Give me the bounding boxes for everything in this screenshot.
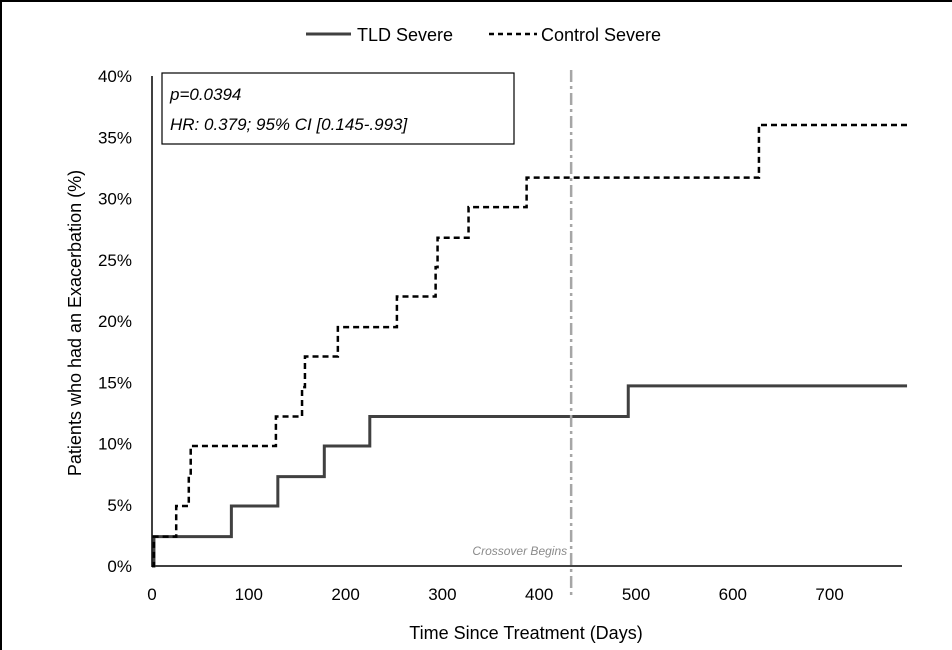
- axes: [151, 76, 902, 567]
- tick-labels: 0% 5% 10% 15% 20% 25% 30% 35% 40% 0 100 200 300 400 50…: [98, 67, 844, 604]
- stats-box-border: [161, 72, 515, 145]
- legend: TLD Severe Control Severe: [306, 25, 661, 45]
- x-tick-label: 400: [525, 585, 553, 604]
- x-tick-label: 300: [428, 585, 456, 604]
- x-axis-title: Time Since Treatment (Days): [409, 623, 642, 643]
- series-lines: [152, 123, 908, 568]
- crossover-marker: Crossover Begins: [472, 70, 573, 598]
- y-tick-label: 40%: [98, 67, 132, 86]
- y-tick-label: 15%: [98, 373, 132, 392]
- series-line-tld-severe: [152, 384, 908, 568]
- stats-box: p=0.0394 HR: 0.379; 95% CI [0.145-.993]: [161, 72, 515, 145]
- y-tick-label: 25%: [98, 251, 132, 270]
- y-tick-label: 35%: [98, 128, 132, 147]
- y-tick-label: 20%: [98, 312, 132, 331]
- series-line-control-severe: [152, 123, 908, 568]
- legend-label-control: Control Severe: [541, 25, 661, 45]
- hazard-ratio-text: HR: 0.379; 95% CI [0.145-.993]: [170, 115, 408, 134]
- y-axis-title: Patients who had an Exacerbation (%): [65, 170, 85, 476]
- x-tick-label: 200: [331, 585, 359, 604]
- x-tick-label: 500: [622, 585, 650, 604]
- crossover-label: Crossover Begins: [472, 544, 567, 558]
- x-tick-label: 100: [235, 585, 263, 604]
- x-tick-label: 700: [815, 585, 843, 604]
- y-tick-label: 5%: [107, 496, 132, 515]
- legend-label-tld: TLD Severe: [357, 25, 453, 45]
- p-value-text: p=0.0394: [169, 85, 241, 104]
- x-tick-label: 0: [147, 585, 156, 604]
- y-tick-label: 10%: [98, 435, 132, 454]
- y-tick-label: 0%: [107, 557, 132, 576]
- x-tick-label: 600: [719, 585, 747, 604]
- y-tick-label: 30%: [98, 190, 132, 209]
